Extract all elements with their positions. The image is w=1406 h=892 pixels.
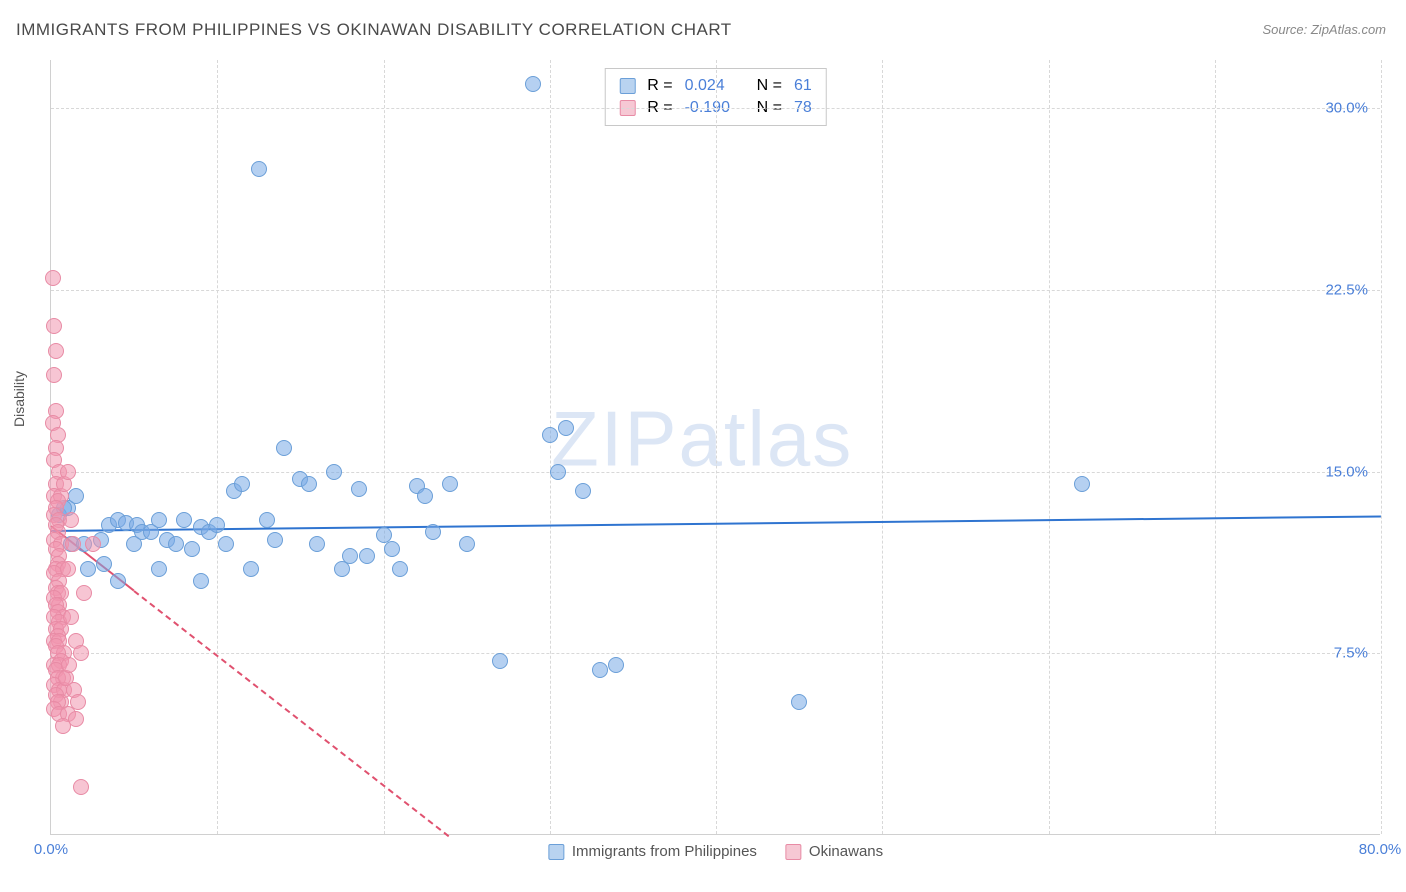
legend-item: Immigrants from Philippines <box>548 843 757 860</box>
gridline-vertical <box>716 60 717 834</box>
data-point <box>592 662 608 678</box>
y-axis-label: Disability <box>11 371 27 427</box>
data-point <box>417 488 433 504</box>
y-tick-label: 15.0% <box>1325 463 1368 480</box>
data-point <box>243 561 259 577</box>
data-point <box>267 532 283 548</box>
data-point <box>384 541 400 557</box>
chart-title: IMMIGRANTS FROM PHILIPPINES VS OKINAWAN … <box>16 20 732 40</box>
gridline-vertical <box>1049 60 1050 834</box>
data-point <box>542 427 558 443</box>
swatch-icon <box>619 78 635 94</box>
data-point <box>550 464 566 480</box>
gridline-vertical <box>217 60 218 834</box>
data-point <box>1074 476 1090 492</box>
data-point <box>60 464 76 480</box>
gridline-vertical <box>882 60 883 834</box>
data-point <box>68 488 84 504</box>
data-point <box>63 609 79 625</box>
data-point <box>48 343 64 359</box>
data-point <box>392 561 408 577</box>
data-point <box>96 556 112 572</box>
data-point <box>73 779 89 795</box>
data-point <box>61 657 77 673</box>
data-point <box>193 573 209 589</box>
source-attribution: Source: ZipAtlas.com <box>1262 22 1386 37</box>
data-point <box>791 694 807 710</box>
data-point <box>218 536 234 552</box>
data-point <box>301 476 317 492</box>
data-point <box>342 548 358 564</box>
data-point <box>442 476 458 492</box>
data-point <box>55 718 71 734</box>
data-point <box>276 440 292 456</box>
r-label: R = <box>647 77 672 95</box>
data-point <box>168 536 184 552</box>
data-point <box>608 657 624 673</box>
data-point <box>234 476 250 492</box>
plot-area: ZIPatlas Disability R = 0.024 N = 61 R =… <box>50 60 1380 835</box>
data-point <box>76 585 92 601</box>
y-tick-label: 30.0% <box>1325 100 1368 117</box>
data-point <box>525 76 541 92</box>
data-point <box>176 512 192 528</box>
data-point <box>326 464 342 480</box>
n-label: N = <box>757 77 782 95</box>
data-point <box>259 512 275 528</box>
gridline-vertical <box>384 60 385 834</box>
data-point <box>46 318 62 334</box>
data-point <box>63 512 79 528</box>
legend-label: Okinawans <box>809 843 883 860</box>
data-point <box>459 536 475 552</box>
gridline-vertical <box>1381 60 1382 834</box>
data-point <box>351 481 367 497</box>
data-point <box>309 536 325 552</box>
swatch-icon <box>548 844 564 860</box>
x-tick-label: 0.0% <box>34 841 68 858</box>
n-value: 61 <box>794 77 812 95</box>
data-point <box>151 512 167 528</box>
swatch-icon <box>785 844 801 860</box>
data-point <box>110 573 126 589</box>
data-point <box>359 548 375 564</box>
y-tick-label: 22.5% <box>1325 282 1368 299</box>
y-tick-label: 7.5% <box>1334 645 1368 662</box>
legend-item: Okinawans <box>785 843 883 860</box>
data-point <box>70 694 86 710</box>
data-point <box>45 270 61 286</box>
legend-label: Immigrants from Philippines <box>572 843 757 860</box>
data-point <box>251 161 267 177</box>
data-point <box>151 561 167 577</box>
x-tick-label: 80.0% <box>1359 841 1402 858</box>
gridline-vertical <box>550 60 551 834</box>
data-point <box>425 524 441 540</box>
series-legend: Immigrants from Philippines Okinawans <box>548 843 883 860</box>
data-point <box>376 527 392 543</box>
data-point <box>209 517 225 533</box>
data-point <box>492 653 508 669</box>
data-point <box>575 483 591 499</box>
data-point <box>80 561 96 577</box>
r-value: 0.024 <box>685 77 745 95</box>
data-point <box>85 536 101 552</box>
data-point <box>184 541 200 557</box>
data-point <box>65 536 81 552</box>
gridline-vertical <box>1215 60 1216 834</box>
data-point <box>73 645 89 661</box>
trendline <box>134 590 450 837</box>
data-point <box>558 420 574 436</box>
data-point <box>60 561 76 577</box>
data-point <box>46 367 62 383</box>
